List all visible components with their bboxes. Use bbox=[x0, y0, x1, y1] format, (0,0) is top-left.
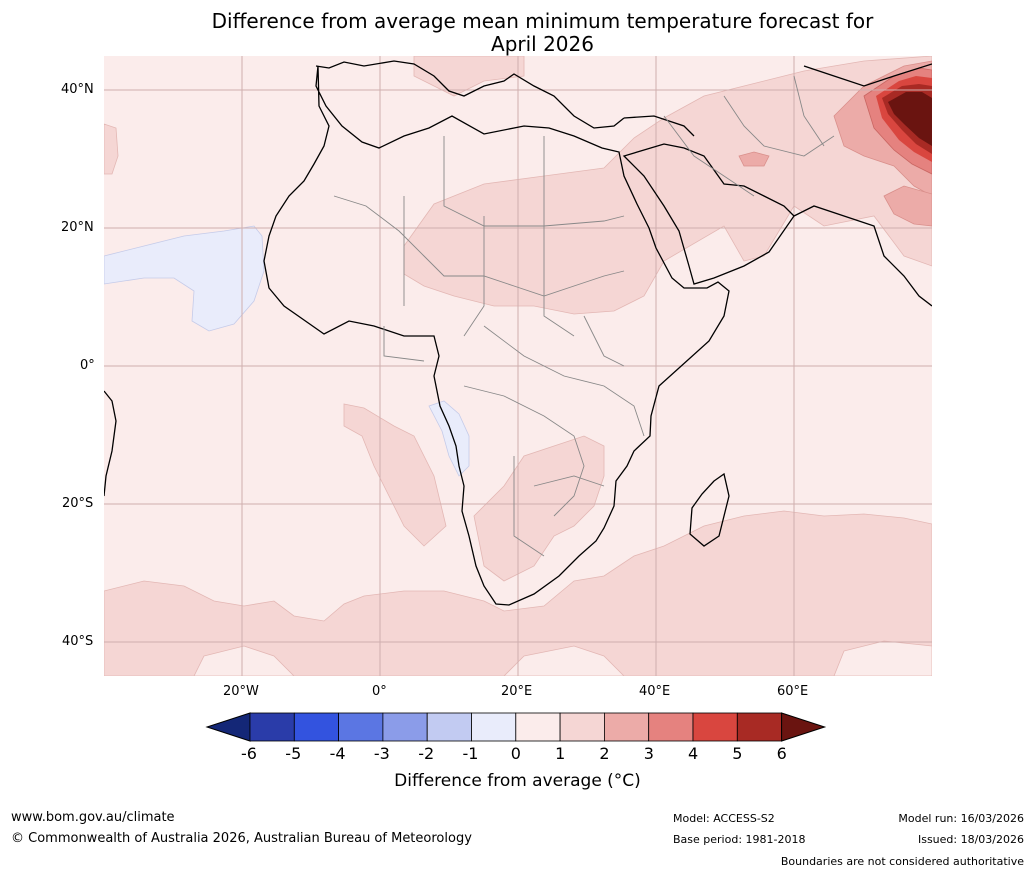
lat-label-20n: 20°N bbox=[61, 220, 94, 235]
lat-label-0: 0° bbox=[80, 358, 95, 373]
colorbar-cell bbox=[515, 712, 561, 742]
forecast-map bbox=[104, 56, 932, 676]
footer-base-period: Base period: 1981-2018 bbox=[673, 833, 806, 846]
anomaly-0-1-pockets bbox=[193, 640, 932, 676]
colorbar-tick-label: 1 bbox=[555, 744, 566, 763]
colorbar-cell bbox=[293, 712, 340, 742]
footer-copyright: © Commonwealth of Australia 2026, Austra… bbox=[11, 831, 472, 846]
colorbar-tick-label: 0 bbox=[510, 744, 521, 763]
footer-url: www.bom.gov.au/climate bbox=[11, 810, 175, 825]
chart-title: Difference from average mean minimum tem… bbox=[0, 10, 1035, 56]
colorbar-cell bbox=[471, 712, 517, 742]
lon-label-60e: 60°E bbox=[777, 684, 809, 699]
colorbar-cell bbox=[426, 712, 472, 742]
colorbar-tick-label: -3 bbox=[373, 744, 390, 763]
anomaly-1-2-regions bbox=[104, 56, 932, 676]
graticule bbox=[104, 56, 932, 676]
colorbar-cell bbox=[692, 712, 738, 742]
colorbar-extend-min bbox=[205, 712, 251, 742]
footer-model-run: Model run: 16/03/2026 bbox=[898, 812, 1024, 825]
colorbar-title: Difference from average (°C) bbox=[394, 771, 641, 791]
colorbar-cell bbox=[338, 712, 384, 742]
colorbar-cell bbox=[559, 712, 605, 742]
colorbar-cell bbox=[736, 712, 782, 742]
colorbar-tick-label: 3 bbox=[643, 744, 654, 763]
title-line-1: Difference from average mean minimum tem… bbox=[211, 9, 874, 33]
lon-label-40e: 40°E bbox=[639, 684, 671, 699]
title-line-2: April 2026 bbox=[491, 32, 594, 56]
colorbar-tick-label: 2 bbox=[599, 744, 610, 763]
colorbar-cell bbox=[249, 712, 295, 742]
lat-label-40n: 40°N bbox=[61, 82, 94, 97]
colorbar bbox=[205, 712, 827, 742]
anomaly-above-6-region bbox=[888, 92, 932, 146]
country-borders bbox=[333, 75, 835, 557]
map-svg bbox=[104, 56, 932, 676]
colorbar-cell bbox=[603, 712, 650, 742]
lon-label-20w: 20°W bbox=[223, 684, 259, 699]
footer-model: Model: ACCESS-S2 bbox=[673, 812, 775, 825]
anomaly-minus1-0-regions bbox=[104, 225, 470, 477]
colorbar-tick-label: 5 bbox=[732, 744, 743, 763]
colorbar-tick-label: -4 bbox=[329, 744, 346, 763]
lon-label-20e: 20°E bbox=[501, 684, 533, 699]
colorbar-cell bbox=[648, 712, 694, 742]
lat-label-40s: 40°S bbox=[62, 634, 94, 649]
colorbar-tick-label: -1 bbox=[462, 744, 479, 763]
colorbar-tick-label: 6 bbox=[776, 744, 787, 763]
colorbar-tick-label: -6 bbox=[241, 744, 257, 763]
lon-label-0: 0° bbox=[372, 684, 387, 699]
colorbar-extend-max bbox=[781, 712, 827, 742]
lat-label-20s: 20°S bbox=[62, 496, 94, 511]
footer-issued: Issued: 18/03/2026 bbox=[917, 833, 1024, 846]
coastlines bbox=[104, 60, 932, 606]
colorbar-tick-label: -5 bbox=[285, 744, 302, 763]
colorbar-tick-label: -2 bbox=[418, 744, 435, 763]
colorbar-cell bbox=[382, 712, 428, 742]
footer-disclaimer: Boundaries are not considered authoritat… bbox=[780, 855, 1024, 868]
colorbar-tick-label: 4 bbox=[688, 744, 699, 763]
